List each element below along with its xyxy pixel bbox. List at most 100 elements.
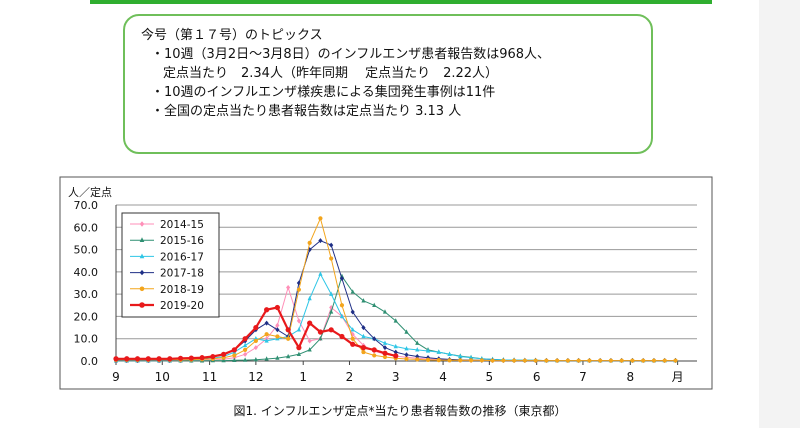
data-point: [307, 320, 313, 326]
data-point: [662, 358, 667, 363]
x-tick-label: 3: [392, 370, 400, 384]
y-axis-label: 人／定点: [68, 185, 112, 199]
data-point: [329, 242, 334, 248]
data-point: [243, 357, 248, 362]
x-tick-label: 12: [248, 370, 263, 384]
data-point: [156, 356, 162, 362]
data-point: [372, 336, 377, 342]
data-point: [608, 358, 614, 363]
legend-swatch-marker: [139, 286, 145, 292]
x-tick-label: 4: [439, 370, 447, 384]
data-point: [339, 276, 345, 282]
y-tick-label: 40.0: [74, 266, 99, 279]
data-point: [145, 356, 151, 362]
chart-frame: [59, 176, 713, 390]
data-point: [458, 353, 463, 359]
data-point: [404, 356, 409, 362]
data-point: [436, 349, 441, 354]
data-point: [415, 347, 420, 352]
data-point: [425, 348, 431, 353]
data-point: [371, 347, 377, 353]
series-2019-20: [113, 304, 399, 362]
data-point: [350, 331, 355, 337]
data-point: [404, 329, 409, 334]
data-point: [318, 238, 323, 244]
y-tick-label: 20.0: [74, 310, 99, 323]
data-point: [307, 295, 312, 301]
data-point: [264, 307, 270, 313]
data-point: [350, 309, 355, 315]
legend-swatch-marker: [139, 221, 145, 227]
data-point: [382, 340, 388, 345]
data-point: [307, 347, 312, 352]
data-point: [555, 358, 560, 363]
data-point: [382, 350, 388, 356]
data-point: [425, 357, 431, 362]
data-point: [134, 356, 141, 362]
data-point: [382, 309, 388, 314]
right-margin-band: [759, 0, 800, 428]
x-tick-label: 9: [112, 370, 120, 384]
data-point: [199, 355, 205, 361]
y-tick-labels: 0.0 10.0 20.0 30.0 40.0 50.0 60.0 70.0: [74, 199, 99, 368]
data-point: [404, 346, 409, 351]
legend-label: 2015-16: [160, 235, 204, 247]
data-point: [231, 347, 237, 353]
x-tick-label: 月: [672, 370, 684, 384]
data-point: [447, 358, 452, 363]
data-point: [264, 320, 269, 326]
x-tick-label: 1: [299, 370, 307, 384]
data-point: [275, 355, 280, 360]
x-tick-labels: 9 10 11 12 1 2 3 4 5 6 7 8 月: [112, 370, 683, 384]
data-point: [382, 345, 388, 351]
data-point: [339, 303, 345, 308]
legend-label: 2016-17: [160, 251, 204, 263]
data-point: [124, 356, 130, 362]
data-point: [243, 342, 248, 348]
data-point: [630, 358, 635, 363]
y-tick-label: 10.0: [74, 333, 99, 346]
data-point: [565, 358, 570, 363]
data-point: [285, 327, 291, 333]
x-tick-label: 7: [579, 370, 587, 384]
data-point: [415, 340, 420, 345]
x-tick-label: 6: [533, 370, 541, 384]
data-point: [286, 336, 291, 341]
data-point: [361, 349, 366, 355]
data-point: [501, 358, 506, 363]
x-tick-label: 11: [202, 370, 217, 384]
x-tick-label: 10: [155, 370, 170, 384]
data-point: [210, 353, 216, 360]
data-point: [339, 333, 345, 340]
topics-box: 今号（第１７号）のトピックス ・10週（3月2日～3月8日）のインフルエンザ患者…: [123, 14, 653, 154]
data-point: [479, 358, 484, 363]
data-point: [264, 356, 269, 361]
data-point: [275, 322, 280, 328]
legend-label: 2018-19: [160, 284, 204, 296]
data-point: [307, 240, 312, 245]
data-point: [544, 358, 549, 363]
data-point: [651, 358, 657, 363]
legend: 2014-15 2015-16 2016-17 2017-18 2018-19 2019-…: [121, 212, 220, 318]
x-tick-label: 8: [626, 370, 634, 384]
data-point: [296, 351, 302, 356]
data-point: [372, 353, 377, 358]
x-tick-label: 2: [346, 370, 354, 384]
data-point: [619, 358, 624, 363]
data-point: [468, 358, 474, 363]
data-point: [361, 333, 366, 339]
data-point: [275, 327, 280, 333]
series-layer: [113, 216, 678, 364]
data-point: [350, 336, 355, 341]
data-point: [286, 284, 291, 290]
data-point: [372, 302, 377, 307]
data-point: [318, 271, 323, 276]
data-point: [360, 345, 367, 351]
y-tick-label: 50.0: [74, 244, 99, 257]
data-point: [286, 353, 291, 359]
data-point: [253, 356, 258, 362]
data-point: [253, 324, 259, 331]
y-tick-label: 60.0: [74, 221, 99, 234]
figure-caption: 図1. インフルエンザ定点*当たり患者報告数の推移（東京都）: [233, 404, 567, 418]
